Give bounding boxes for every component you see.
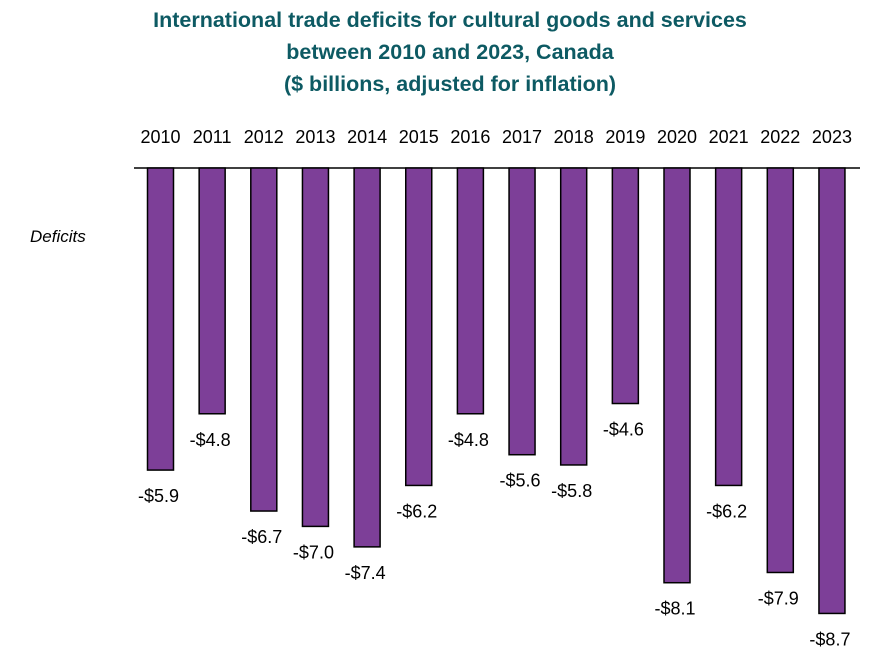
data-label: -$8.7 <box>809 629 850 649</box>
bar <box>146 167 175 471</box>
data-label: -$4.8 <box>190 430 231 450</box>
bar <box>250 167 278 512</box>
chart-title: International trade deficits for cultura… <box>0 4 894 100</box>
x-tick-label: 2022 <box>760 127 800 147</box>
data-label: -$7.4 <box>345 563 386 583</box>
bar <box>198 167 226 415</box>
x-tick-label: 2019 <box>605 127 645 147</box>
bar <box>301 167 330 528</box>
bar <box>611 167 640 405</box>
x-tick-label: 2012 <box>244 127 284 147</box>
bar <box>663 167 691 584</box>
data-label: -$8.1 <box>654 599 695 619</box>
data-label: -$6.2 <box>706 501 747 521</box>
bar <box>559 167 588 466</box>
bar <box>714 167 743 487</box>
data-label: -$5.9 <box>138 486 179 506</box>
bar <box>353 167 381 548</box>
x-tick-label: 2010 <box>140 127 180 147</box>
data-label: -$7.0 <box>293 542 334 562</box>
x-tick-label: 2020 <box>657 127 697 147</box>
data-label: -$6.7 <box>241 527 282 547</box>
bar <box>405 167 433 487</box>
x-tick-label: 2017 <box>502 127 542 147</box>
data-label: -$5.8 <box>551 481 592 501</box>
data-label: -$4.8 <box>448 430 489 450</box>
chart-title-line-3: ($ billions, adjusted for inflation) <box>283 72 617 96</box>
chart-title-line-2: between 2010 and 2023, Canada <box>286 40 614 64</box>
data-label: -$5.6 <box>500 471 541 491</box>
bar <box>508 167 536 456</box>
data-label: -$7.9 <box>758 588 799 608</box>
data-label: -$4.6 <box>603 420 644 440</box>
x-tick-label: 2018 <box>554 127 594 147</box>
chart-title-line-1: International trade deficits for cultura… <box>153 8 747 32</box>
x-tick-label: 2021 <box>709 127 749 147</box>
bar <box>766 167 795 574</box>
x-tick-label: 2014 <box>347 127 387 147</box>
bar <box>456 167 485 415</box>
y-axis-label: Deficits <box>30 227 86 246</box>
data-label: -$6.2 <box>396 501 437 521</box>
x-tick-label: 2023 <box>812 127 852 147</box>
x-tick-label: 2011 <box>193 127 232 147</box>
x-tick-label: 2015 <box>399 127 439 147</box>
x-tick-label: 2016 <box>450 127 490 147</box>
bar <box>818 167 846 615</box>
x-tick-label: 2013 <box>295 127 335 147</box>
